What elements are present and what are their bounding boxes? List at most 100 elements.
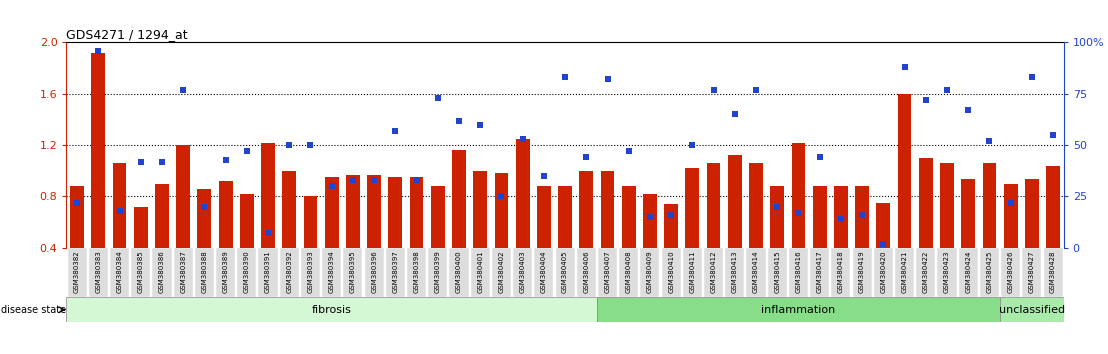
FancyBboxPatch shape <box>386 248 404 297</box>
Text: GSM380405: GSM380405 <box>562 250 568 293</box>
FancyBboxPatch shape <box>598 248 617 297</box>
FancyBboxPatch shape <box>958 248 977 297</box>
Bar <box>834 186 848 248</box>
Bar <box>597 297 1001 322</box>
Text: GSM380423: GSM380423 <box>944 250 950 293</box>
Bar <box>515 139 530 248</box>
Text: GSM380388: GSM380388 <box>202 250 207 293</box>
FancyBboxPatch shape <box>768 248 787 297</box>
FancyBboxPatch shape <box>301 248 320 297</box>
Bar <box>473 171 488 248</box>
FancyBboxPatch shape <box>237 248 256 297</box>
FancyBboxPatch shape <box>174 248 193 297</box>
FancyBboxPatch shape <box>258 248 278 297</box>
Bar <box>749 163 763 248</box>
Text: GSM380408: GSM380408 <box>626 250 632 293</box>
FancyBboxPatch shape <box>937 248 956 297</box>
Text: GSM380428: GSM380428 <box>1050 250 1056 293</box>
Text: GSM380410: GSM380410 <box>668 250 674 293</box>
Bar <box>367 175 381 248</box>
FancyBboxPatch shape <box>343 248 362 297</box>
FancyBboxPatch shape <box>683 248 702 297</box>
Text: unclassified: unclassified <box>998 305 1065 315</box>
FancyBboxPatch shape <box>895 248 914 297</box>
FancyBboxPatch shape <box>428 248 448 297</box>
Text: GSM380398: GSM380398 <box>413 250 420 293</box>
Bar <box>155 184 168 248</box>
Text: GSM380406: GSM380406 <box>583 250 589 293</box>
Text: GSM380387: GSM380387 <box>181 250 186 293</box>
Text: GSM380403: GSM380403 <box>520 250 525 293</box>
Text: GSM380395: GSM380395 <box>350 250 356 293</box>
Text: GSM380393: GSM380393 <box>308 250 314 293</box>
FancyBboxPatch shape <box>979 248 999 297</box>
Text: GSM380400: GSM380400 <box>456 250 462 293</box>
FancyBboxPatch shape <box>216 248 235 297</box>
FancyBboxPatch shape <box>810 248 829 297</box>
FancyBboxPatch shape <box>492 248 511 297</box>
Text: GSM380427: GSM380427 <box>1029 250 1035 293</box>
FancyBboxPatch shape <box>661 248 680 297</box>
Bar <box>346 175 360 248</box>
FancyBboxPatch shape <box>1023 248 1042 297</box>
Text: GSM380425: GSM380425 <box>986 250 993 293</box>
Text: GSM380390: GSM380390 <box>244 250 249 293</box>
FancyBboxPatch shape <box>747 248 766 297</box>
FancyBboxPatch shape <box>131 248 151 297</box>
FancyBboxPatch shape <box>789 248 808 297</box>
Bar <box>304 196 317 248</box>
FancyBboxPatch shape <box>619 248 638 297</box>
Bar <box>134 207 147 248</box>
Text: GSM380422: GSM380422 <box>923 250 929 293</box>
Text: GSM380414: GSM380414 <box>753 250 759 293</box>
Bar <box>622 186 636 248</box>
Bar <box>218 181 233 248</box>
Bar <box>813 186 827 248</box>
Bar <box>197 189 212 248</box>
Text: GSM380409: GSM380409 <box>647 250 653 293</box>
FancyBboxPatch shape <box>195 248 214 297</box>
Text: GSM380411: GSM380411 <box>689 250 696 293</box>
Bar <box>558 186 572 248</box>
Bar <box>113 163 126 248</box>
Bar <box>410 177 423 248</box>
FancyBboxPatch shape <box>640 248 659 297</box>
Bar <box>643 194 657 248</box>
FancyBboxPatch shape <box>555 248 575 297</box>
Text: GSM380424: GSM380424 <box>965 250 972 293</box>
FancyBboxPatch shape <box>852 248 872 297</box>
Bar <box>431 186 444 248</box>
FancyBboxPatch shape <box>534 248 553 297</box>
Bar <box>1001 297 1064 322</box>
Text: GSM380402: GSM380402 <box>499 250 504 293</box>
FancyBboxPatch shape <box>471 248 490 297</box>
FancyBboxPatch shape <box>110 248 129 297</box>
Text: GSM380420: GSM380420 <box>881 250 886 293</box>
FancyBboxPatch shape <box>1044 248 1063 297</box>
Text: GSM380397: GSM380397 <box>392 250 399 293</box>
Text: GSM380389: GSM380389 <box>223 250 228 293</box>
Bar <box>665 204 678 248</box>
Text: GSM380384: GSM380384 <box>116 250 123 293</box>
Text: GSM380412: GSM380412 <box>710 250 717 293</box>
Text: GSM380415: GSM380415 <box>774 250 780 293</box>
Bar <box>494 173 509 248</box>
FancyBboxPatch shape <box>704 248 724 297</box>
Text: GSM380419: GSM380419 <box>859 250 865 293</box>
Bar <box>940 163 954 248</box>
Bar <box>686 168 699 248</box>
FancyBboxPatch shape <box>916 248 935 297</box>
Bar <box>176 145 191 248</box>
Bar <box>283 171 296 248</box>
Bar <box>240 194 254 248</box>
FancyBboxPatch shape <box>513 248 532 297</box>
Bar <box>770 186 784 248</box>
FancyBboxPatch shape <box>322 248 341 297</box>
FancyBboxPatch shape <box>279 248 299 297</box>
Bar <box>325 177 339 248</box>
FancyBboxPatch shape <box>89 248 107 297</box>
Text: GSM380399: GSM380399 <box>434 250 441 293</box>
Text: disease state: disease state <box>1 305 66 315</box>
FancyBboxPatch shape <box>726 248 745 297</box>
Text: fibrosis: fibrosis <box>311 305 351 315</box>
